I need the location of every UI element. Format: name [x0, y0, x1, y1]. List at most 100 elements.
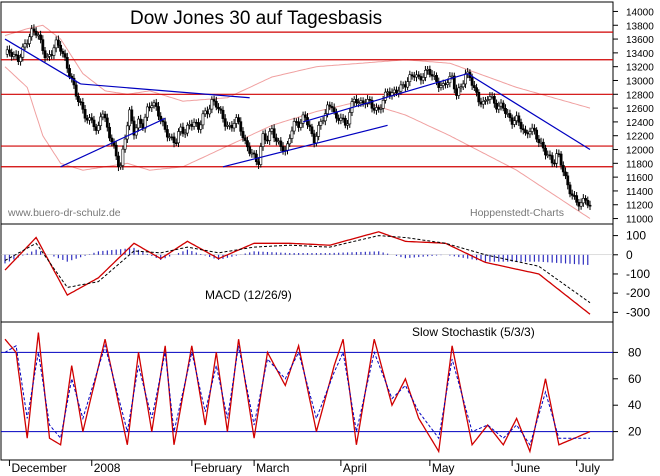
candle-body — [77, 95, 80, 102]
candle-body — [14, 54, 18, 56]
stoch-lines — [4, 332, 591, 454]
candle-body — [259, 146, 263, 165]
candle-body — [114, 144, 118, 157]
candle-body — [97, 125, 100, 131]
candle-body — [212, 99, 216, 102]
candle-body — [577, 202, 581, 207]
candle-body — [581, 198, 585, 204]
candle-body — [532, 127, 536, 131]
candle-body — [310, 126, 314, 135]
lower-band — [4, 66, 591, 219]
candle-body — [359, 100, 363, 104]
candle-body — [25, 43, 29, 45]
candle-body — [506, 113, 510, 115]
candle-body — [52, 47, 56, 56]
macd-tick-label: -300 — [626, 305, 650, 319]
x-tick-label: May — [432, 461, 455, 475]
candle-body — [148, 106, 151, 109]
price-tick-label: 13200 — [626, 63, 654, 74]
candle-body — [357, 102, 361, 105]
stoch-panel-frame — [0, 321, 614, 461]
candle-body — [123, 138, 127, 150]
price-chart-title: Dow Jones 30 auf Tagesbasis — [130, 8, 382, 29]
candle-body — [501, 102, 505, 109]
stoch-tick-label: 80 — [628, 345, 642, 359]
candle-body — [555, 153, 559, 164]
candle-body — [472, 85, 476, 88]
candle-body — [524, 129, 527, 134]
candle-body — [428, 68, 432, 75]
candle-body — [286, 143, 289, 151]
candle-body — [539, 141, 543, 144]
candle-body — [45, 56, 49, 59]
candle-body — [185, 124, 189, 134]
candle-body — [197, 122, 200, 130]
candle-body — [455, 88, 458, 96]
candle-body — [268, 131, 272, 141]
price-candles — [5, 24, 592, 211]
candle-body — [279, 140, 283, 147]
x-tick-label: December — [11, 461, 66, 475]
candle-body — [141, 123, 145, 129]
candle-body — [157, 106, 160, 117]
candle-body — [504, 107, 507, 114]
candle-body — [19, 56, 22, 62]
candle-body — [415, 74, 418, 78]
price-panel-frame — [0, 1, 614, 225]
candle-body — [508, 113, 512, 119]
signal-line — [4, 235, 591, 304]
candle-body — [43, 50, 47, 59]
candle-body — [165, 129, 169, 138]
stoch-tick-label: 60 — [628, 372, 642, 386]
candle-body — [168, 136, 172, 139]
macd-y-ticks: 100 0 -100 -200 -300 — [613, 229, 650, 319]
candle-body — [250, 152, 254, 155]
candle-body — [464, 73, 467, 85]
candle-body — [23, 43, 27, 48]
candle-body — [484, 100, 487, 102]
candle-body — [83, 109, 87, 119]
candle-body — [39, 34, 42, 40]
candle-body — [199, 124, 203, 130]
candle-body — [301, 114, 305, 124]
candle-body — [481, 100, 485, 105]
candle-body — [54, 39, 58, 49]
candle-body — [432, 75, 436, 77]
candle-body — [125, 125, 129, 140]
candle-body — [152, 102, 156, 107]
candle-body — [65, 57, 69, 69]
candle-body — [177, 131, 180, 144]
candle-body — [121, 148, 125, 166]
candle-body — [163, 121, 167, 130]
candle-body — [21, 46, 25, 58]
candle-body — [368, 99, 372, 101]
x-axis: December 2008 February March April May June Jul… — [8, 460, 600, 475]
candle-body — [399, 84, 403, 92]
candle-body — [584, 198, 587, 201]
candle-body — [228, 124, 232, 127]
candle-body — [36, 34, 40, 37]
candle-body — [292, 121, 296, 132]
candle-body — [183, 132, 187, 135]
candle-body — [170, 136, 174, 139]
candle-body — [50, 54, 54, 56]
candle-body — [63, 53, 67, 58]
candle-body — [477, 91, 481, 103]
candle-body — [246, 140, 249, 148]
candle-body — [548, 154, 552, 157]
trend-line — [80, 83, 250, 99]
stoch-d-line — [4, 343, 590, 446]
candle-body — [145, 106, 149, 118]
candle-body — [421, 77, 425, 81]
candle-body — [154, 102, 158, 107]
trend-line — [222, 124, 388, 168]
candle-body — [281, 146, 285, 152]
candle-body — [546, 154, 550, 157]
candle-body — [495, 102, 498, 110]
candle-body — [408, 74, 412, 82]
candle-body — [375, 107, 378, 111]
candle-body — [243, 137, 247, 141]
candle-body — [321, 120, 325, 123]
candle-body — [519, 121, 523, 130]
candle-body — [441, 83, 445, 86]
